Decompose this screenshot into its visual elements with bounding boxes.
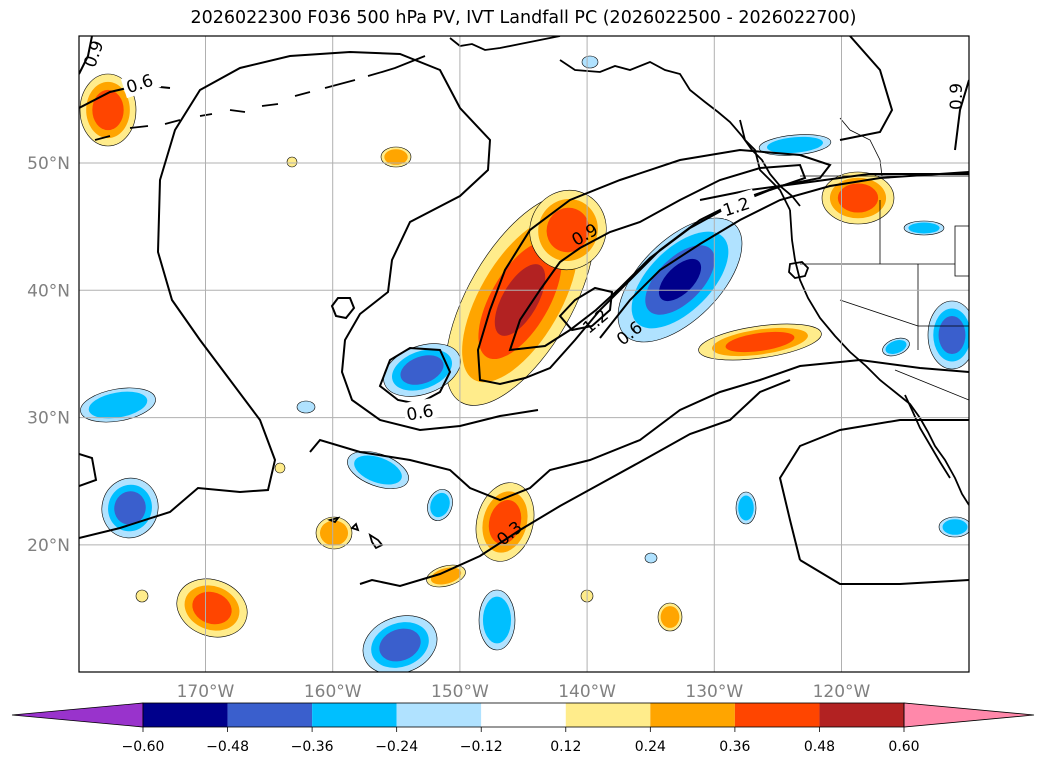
colorbar-swatch [734, 703, 820, 727]
bc-coast [739, 119, 791, 211]
colorbar-swatch [396, 703, 482, 727]
colorbar-tick-label: 0.60 [888, 739, 919, 755]
lon-tick-label: 150°W [431, 682, 489, 702]
shading-blob [88, 391, 148, 419]
map-panel: 0.6 0.9 0.9 1.2 0.9 1.2 0.6 0.6 0.3 [79, 36, 969, 672]
california-lake [788, 261, 810, 279]
contour-jet-outer [476, 148, 832, 386]
contour-small-loop [330, 297, 356, 320]
shading-blob [430, 567, 462, 585]
lat-tick-label: 40°N [27, 281, 70, 301]
colorbar-tick-label: −0.48 [206, 739, 249, 755]
colorbar-swatch [227, 703, 313, 727]
lon-tick-label: 170°W [177, 682, 235, 702]
contour-jet-mid [508, 163, 807, 352]
colorbar-tick-label: −0.60 [122, 739, 165, 755]
shading-blob [942, 519, 968, 535]
shading-blob [725, 331, 795, 353]
contour-ne-0-9 [839, 36, 894, 141]
colorbar-swatch [565, 703, 651, 727]
lat-tick-label: 30°N [27, 409, 70, 429]
pv-contours [79, 36, 969, 588]
colorbar-tick-label: 0.12 [550, 739, 581, 755]
shading-blob [488, 499, 522, 545]
contour-ne-right [954, 79, 969, 151]
map-frame [78, 35, 970, 673]
shading-blob [319, 520, 349, 546]
latitude-labels: 50°N 40°N 30°N 20°N [27, 154, 70, 556]
colorbar-tick-label: −0.36 [291, 739, 334, 755]
colorbar-extend-low [11, 702, 144, 728]
shading-blob [296, 400, 316, 414]
contour-tongue [309, 358, 969, 502]
label-0-6-cutoff: 0.6 [405, 401, 435, 425]
baja-coast [904, 394, 951, 479]
na-west-coast [789, 209, 969, 506]
contour-1-2-center [558, 286, 614, 332]
shading-blob [482, 596, 512, 644]
longitude-labels: 170°W 160°W 150°W 140°W 130°W 120°W [177, 682, 871, 702]
pc-shading [79, 55, 969, 672]
colorbar-tick-label: 0.24 [635, 739, 666, 755]
shading-blob [738, 495, 754, 521]
lon-tick-label: 160°W [304, 682, 362, 702]
colorbar-swatch [819, 703, 904, 727]
colorbar: −0.60 −0.48 −0.36 −0.24 −0.12 0.12 0.24 0.36 0.4… [11, 702, 1035, 755]
shading-blob [581, 55, 599, 69]
colorbar-outline [142, 702, 905, 728]
contour-south-0-3 [359, 379, 791, 588]
lat-tick-label: 20°N [27, 536, 70, 556]
contour-cutoff-low [378, 346, 452, 406]
shading-blob [546, 207, 590, 253]
label-0-9-ne: 0.9 [947, 83, 967, 110]
shading-blob [135, 589, 149, 603]
shading-blob [767, 136, 823, 154]
coastlines [94, 36, 969, 550]
lon-tick-label: 120°W [813, 682, 871, 702]
contour-outer-trough [79, 50, 539, 539]
shading-blob [274, 462, 286, 474]
shading-blob [384, 149, 408, 165]
contour-jet-inner [599, 171, 969, 339]
shading-blob [379, 628, 421, 662]
lat-tick-label: 50°N [27, 154, 70, 174]
contour-0-9-corner [79, 36, 93, 75]
shading-blob [938, 315, 966, 355]
colorbar-swatch [312, 703, 397, 727]
shading-blob [114, 491, 146, 525]
shading-blob [192, 591, 232, 625]
colorbar-swatch [650, 703, 735, 727]
shading-blob [92, 89, 124, 131]
colorbar-tick-label: 0.36 [719, 739, 750, 755]
colorbar-tick-label: −0.12 [460, 739, 503, 755]
shading-blob [286, 156, 298, 168]
shading-blob [644, 552, 658, 564]
colorbar-tick-label: 0.48 [804, 739, 835, 755]
shading-blob [400, 355, 444, 385]
shading-blob [660, 606, 680, 628]
shading-blob [430, 492, 450, 518]
contour-ne-1-2 [699, 173, 969, 201]
contour-west-edge [79, 453, 98, 487]
lon-tick-label: 130°W [685, 682, 743, 702]
shading-blob [837, 183, 879, 213]
map-title: 2026022300 F036 500 hPa PV, IVT Landfall… [190, 8, 857, 28]
shading-blob [908, 222, 940, 234]
colorbar-tick-label: −0.24 [375, 739, 418, 755]
contour-southeast-closed [778, 419, 969, 585]
colorbar-swatch [143, 703, 228, 727]
shading-blob [885, 340, 907, 354]
colorbar-extend-high [903, 702, 1035, 728]
political-borders [800, 117, 969, 401]
lon-tick-label: 140°W [558, 682, 616, 702]
shading-blob [354, 455, 402, 485]
alaska-coast [449, 36, 801, 207]
colorbar-swatch [481, 703, 566, 727]
shading-blob [494, 264, 546, 336]
